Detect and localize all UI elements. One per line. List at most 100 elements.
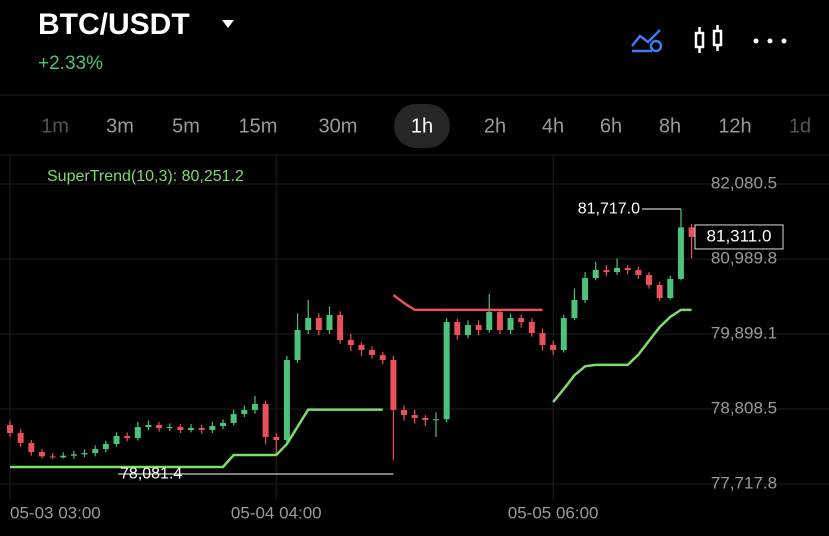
candle-body xyxy=(305,318,312,330)
tab[interactable]: 1d xyxy=(789,115,811,137)
candle-body xyxy=(251,403,258,410)
candle-body xyxy=(454,322,461,336)
last-price-tag xyxy=(694,224,784,250)
candle-body xyxy=(134,427,141,439)
x-tick-label: 05-03 03:00 xyxy=(10,503,101,522)
candle-body xyxy=(614,268,621,273)
candle-body xyxy=(28,442,35,452)
candle-body xyxy=(113,435,120,445)
candle-body xyxy=(518,318,525,323)
candle-body xyxy=(592,270,599,279)
y-tick-label: 78,808.5 xyxy=(711,399,777,418)
candle-body xyxy=(230,414,237,423)
candle-body xyxy=(273,437,280,441)
x-tick-label: 05-05 06:00 xyxy=(508,503,599,522)
timeframe-tabs: 1m 3m 5m 15m 30m 1h 2h 4h 6h 8h 12h 1d xyxy=(41,104,811,148)
candle-body xyxy=(49,456,56,458)
candle-body xyxy=(156,425,163,428)
candle-body xyxy=(347,340,354,345)
candle-body xyxy=(294,330,301,360)
candle-body xyxy=(145,425,152,428)
y-tick-label: 80,989.8 xyxy=(711,249,777,268)
candle-body xyxy=(464,325,471,336)
change-percent: +2.33% xyxy=(38,53,103,74)
candle-body xyxy=(433,419,439,421)
candle-body xyxy=(81,453,88,455)
pair-title[interactable]: BTC/USDT xyxy=(38,8,190,41)
candle-body xyxy=(486,312,493,330)
indicator-icon[interactable] xyxy=(631,29,663,53)
candle-body xyxy=(38,451,45,457)
tab[interactable]: 2h xyxy=(484,115,506,137)
candle-body xyxy=(582,278,589,301)
y-tick-label: 77,717.8 xyxy=(711,474,777,493)
candle-body xyxy=(209,426,216,430)
y-tick-label: 82,080.5 xyxy=(711,174,777,193)
candle-body xyxy=(560,318,567,351)
candle-body xyxy=(475,325,482,330)
candle-body xyxy=(390,359,397,410)
candle-body xyxy=(677,227,684,279)
candle-body xyxy=(635,270,642,276)
candle-body xyxy=(60,455,67,458)
tab[interactable]: 8h xyxy=(659,115,681,137)
candle-body xyxy=(7,425,13,434)
chart-type-icon[interactable] xyxy=(694,25,723,53)
candle-body xyxy=(198,427,205,430)
candle-body xyxy=(315,318,322,330)
candle-body xyxy=(220,422,226,427)
tab-selected-bg xyxy=(394,104,450,148)
tab-selected[interactable]: 1h xyxy=(411,115,433,137)
candle-body xyxy=(507,318,514,330)
candle-body xyxy=(443,322,450,420)
tab[interactable]: 12h xyxy=(718,115,751,137)
candle-body xyxy=(379,355,386,360)
candle-body xyxy=(550,344,557,351)
candle-body xyxy=(496,312,503,330)
candle-body xyxy=(624,268,631,271)
tab[interactable]: 1m xyxy=(41,115,69,137)
supertrend-line xyxy=(392,293,543,312)
tab[interactable]: 5m xyxy=(172,115,200,137)
candle-body xyxy=(646,275,652,286)
candle-body xyxy=(688,227,695,237)
candle-body xyxy=(283,359,290,441)
candle-body xyxy=(369,350,376,356)
supertrend-line xyxy=(10,308,692,469)
candle-body xyxy=(102,444,109,450)
indicator-label: SuperTrend(10,3): 80,251.2 xyxy=(47,168,244,185)
candle-body xyxy=(17,433,24,443)
candle-body xyxy=(411,415,418,419)
pair-dropdown[interactable] xyxy=(222,20,234,28)
tab[interactable]: 15m xyxy=(239,115,278,137)
candle-body xyxy=(422,418,429,421)
high-label: 81,717.0 xyxy=(578,200,640,217)
tab[interactable]: 3m xyxy=(106,115,134,137)
tab[interactable]: 30m xyxy=(319,115,358,137)
candle-body xyxy=(241,409,248,415)
candle-body xyxy=(177,427,184,430)
candle-body xyxy=(656,285,663,299)
candle-body xyxy=(326,315,333,330)
candle-body xyxy=(166,427,173,429)
last-price-label: 81,311.0 xyxy=(707,226,772,245)
candle-body xyxy=(262,403,269,438)
candle-body xyxy=(528,322,535,334)
x-tick-label: 05-04 04:00 xyxy=(231,503,322,522)
candle-body xyxy=(92,449,99,454)
y-tick-label: 79,899.1 xyxy=(711,324,777,343)
candle-body xyxy=(124,435,131,439)
candle-body xyxy=(571,300,578,319)
chart: 77,717.8 78,808.5 79,899.1 80,989.8 82,080.5… xyxy=(0,156,829,522)
candle-body xyxy=(539,333,546,345)
tab[interactable]: 6h xyxy=(600,115,622,137)
candle-body xyxy=(603,270,610,273)
candle-body xyxy=(667,278,674,299)
more-icon[interactable] xyxy=(753,38,787,44)
low-label: 78,081.4 xyxy=(120,465,182,482)
tab[interactable]: 4h xyxy=(542,115,564,137)
candle-body xyxy=(401,409,408,415)
